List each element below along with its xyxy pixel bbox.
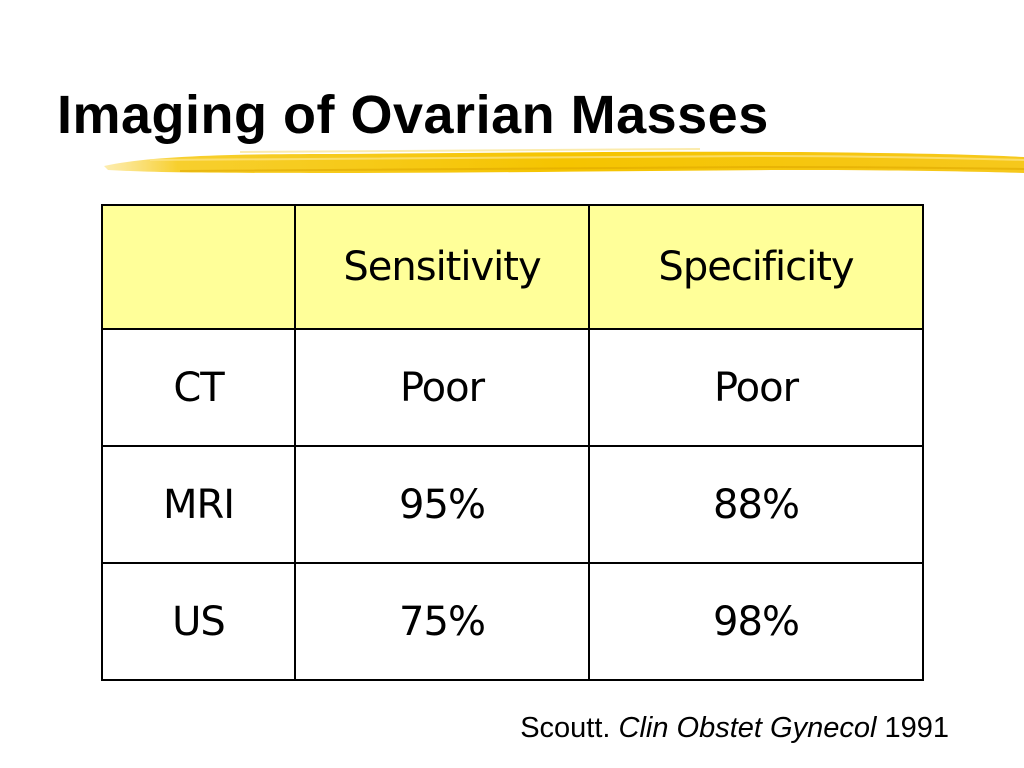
table-row: US 75% 98% <box>101 562 924 681</box>
citation-year: 1991 <box>884 712 949 744</box>
cell-sensitivity: Poor <box>294 328 590 447</box>
row-label-ct: CT <box>101 328 296 447</box>
citation: Scoutt. Clin Obstet Gynecol 1991 <box>520 710 949 746</box>
cell-sensitivity: 75% <box>294 562 590 681</box>
table-header-row: Sensitivity Specificity <box>101 204 924 330</box>
cell-specificity: 98% <box>588 562 924 681</box>
citation-journal: Clin Obstet Gynecol <box>618 712 877 744</box>
table-row: CT Poor Poor <box>101 328 924 447</box>
header-cell-empty <box>101 204 296 330</box>
citation-author: Scoutt. <box>520 712 611 744</box>
row-label-us: US <box>101 562 296 681</box>
cell-sensitivity: 95% <box>294 445 590 564</box>
table-row: MRI 95% 88% <box>101 445 924 564</box>
header-cell-specificity: Specificity <box>588 204 924 330</box>
header-cell-sensitivity: Sensitivity <box>294 204 590 330</box>
imaging-comparison-table: Sensitivity Specificity CT Poor Poor MRI… <box>101 204 924 681</box>
cell-specificity: Poor <box>588 328 924 447</box>
cell-specificity: 88% <box>588 445 924 564</box>
highlighter-stroke-icon <box>104 148 1024 173</box>
slide-title: Imaging of Ovarian Masses <box>57 85 769 145</box>
row-label-mri: MRI <box>101 445 296 564</box>
